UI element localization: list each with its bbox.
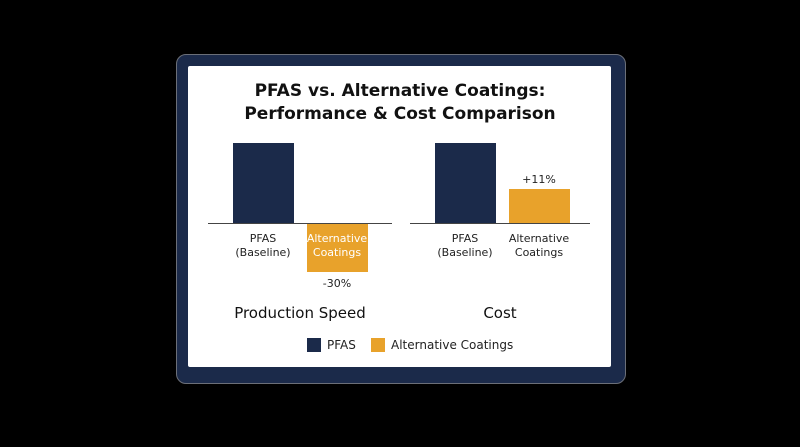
x-tick-label: Alternative Coatings — [508, 232, 570, 259]
x-tick-label: Alternative Coatings — [306, 232, 368, 259]
chart-title: PFAS vs. Alternative Coatings: Performan… — [244, 81, 556, 124]
bar — [232, 143, 294, 223]
panel-label: Cost — [483, 304, 517, 322]
legend-label: Alternative Coatings — [391, 338, 514, 352]
panel-label: Production Speed — [234, 304, 366, 322]
value-label: -30% — [322, 277, 352, 290]
bar — [434, 143, 496, 223]
baseline — [208, 223, 392, 224]
legend-swatch — [371, 338, 385, 352]
x-tick-label: PFAS (Baseline) — [437, 232, 493, 259]
bar — [306, 224, 368, 272]
baseline — [410, 223, 590, 224]
legend-label: PFAS — [327, 338, 356, 352]
x-tick-label: PFAS (Baseline) — [235, 232, 291, 259]
value-label: +11% — [522, 173, 556, 187]
bar — [508, 189, 570, 223]
legend-swatch — [307, 338, 321, 352]
